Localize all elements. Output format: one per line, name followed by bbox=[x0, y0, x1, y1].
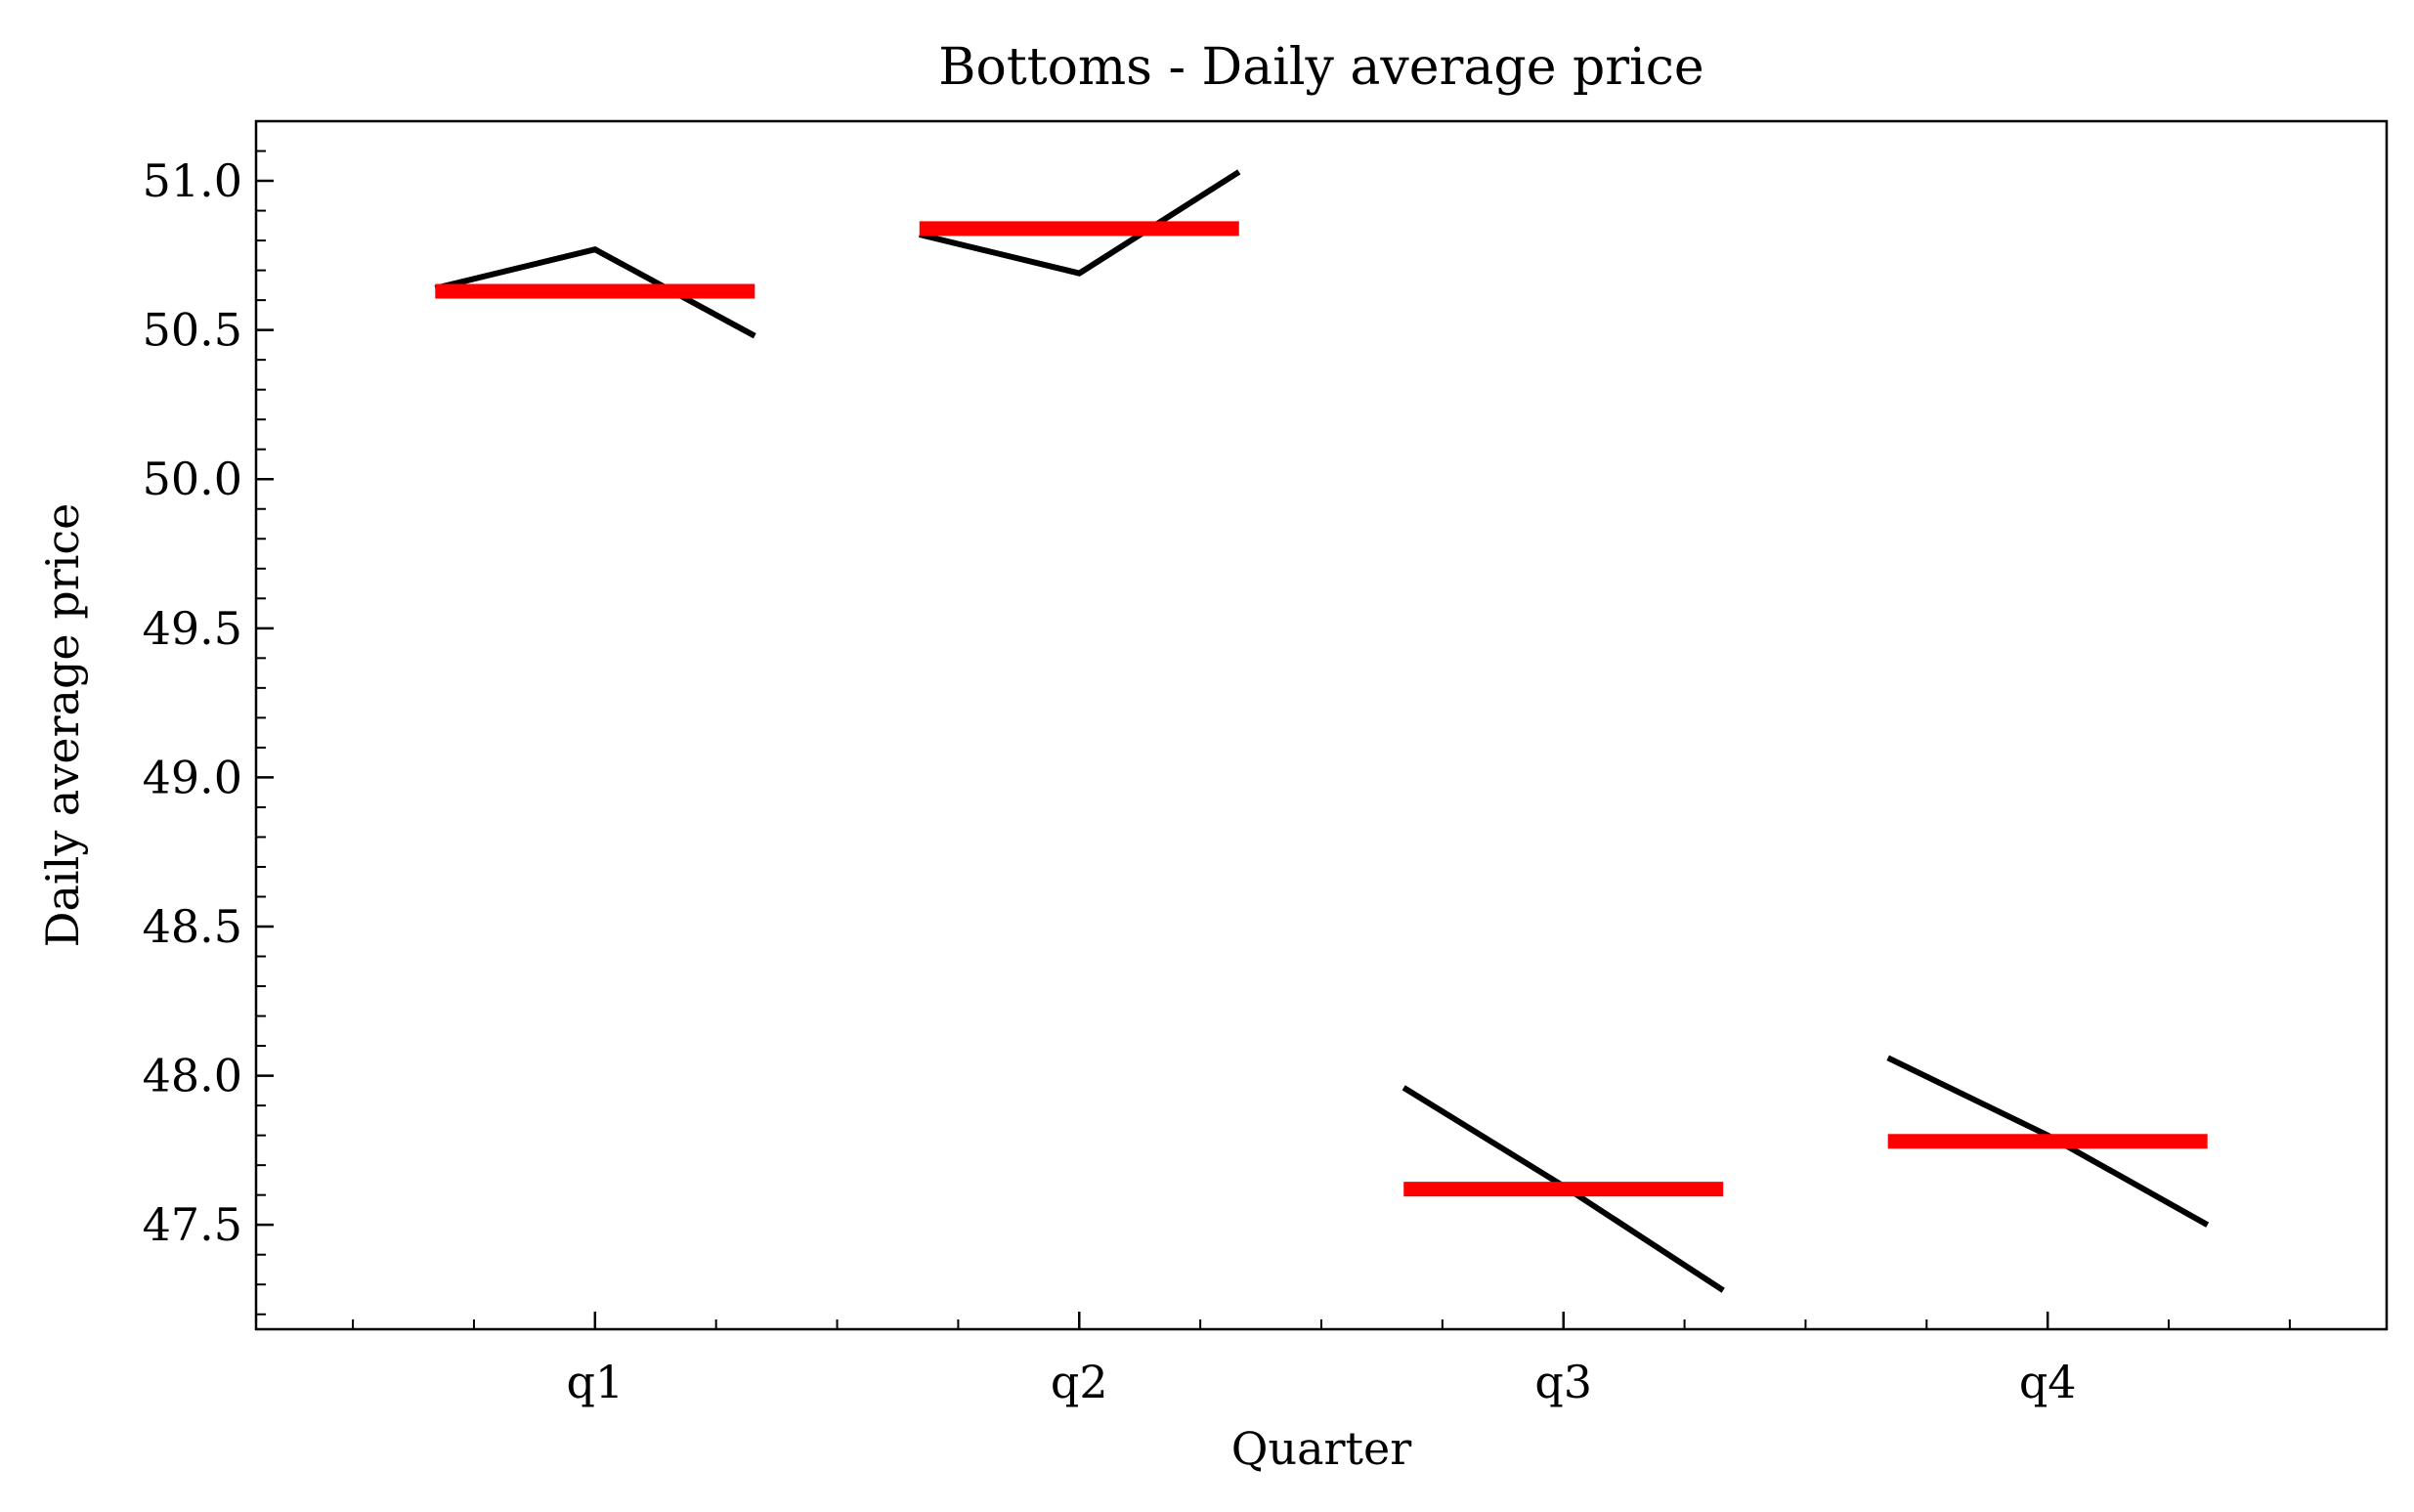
chart-title: Bottoms - Daily average price bbox=[938, 38, 1703, 97]
daily-price-line-q1 bbox=[434, 246, 756, 339]
x-tick-label: q1 bbox=[566, 1356, 624, 1408]
y-tick-label: 50.5 bbox=[143, 304, 242, 357]
x-axis-label: Quarter bbox=[1231, 1422, 1411, 1475]
x-tick-label: q2 bbox=[1051, 1356, 1108, 1408]
y-axis: 47.5 48.0 48.5 49.0 49.5 50.0 50.5 51.0 bbox=[143, 120, 274, 1316]
y-axis-label: Daily average price bbox=[36, 503, 89, 948]
x-axis: q1 q2 q3 q4 bbox=[352, 1312, 2291, 1408]
y-tick-label: 48.0 bbox=[143, 1050, 242, 1102]
y-tick-label: 48.5 bbox=[143, 900, 242, 953]
y-tick-label: 50.0 bbox=[143, 453, 242, 505]
y-tick-label: 47.5 bbox=[143, 1198, 242, 1251]
y-tick-label: 51.0 bbox=[143, 154, 242, 207]
x-tick-label: q4 bbox=[2019, 1356, 2077, 1408]
y-tick-label: 49.0 bbox=[143, 751, 242, 803]
series-layer bbox=[434, 169, 2210, 1293]
daily-price-line-q2 bbox=[919, 169, 1241, 277]
x-tick-label: q3 bbox=[1534, 1356, 1592, 1408]
y-tick-label: 49.5 bbox=[143, 602, 242, 655]
